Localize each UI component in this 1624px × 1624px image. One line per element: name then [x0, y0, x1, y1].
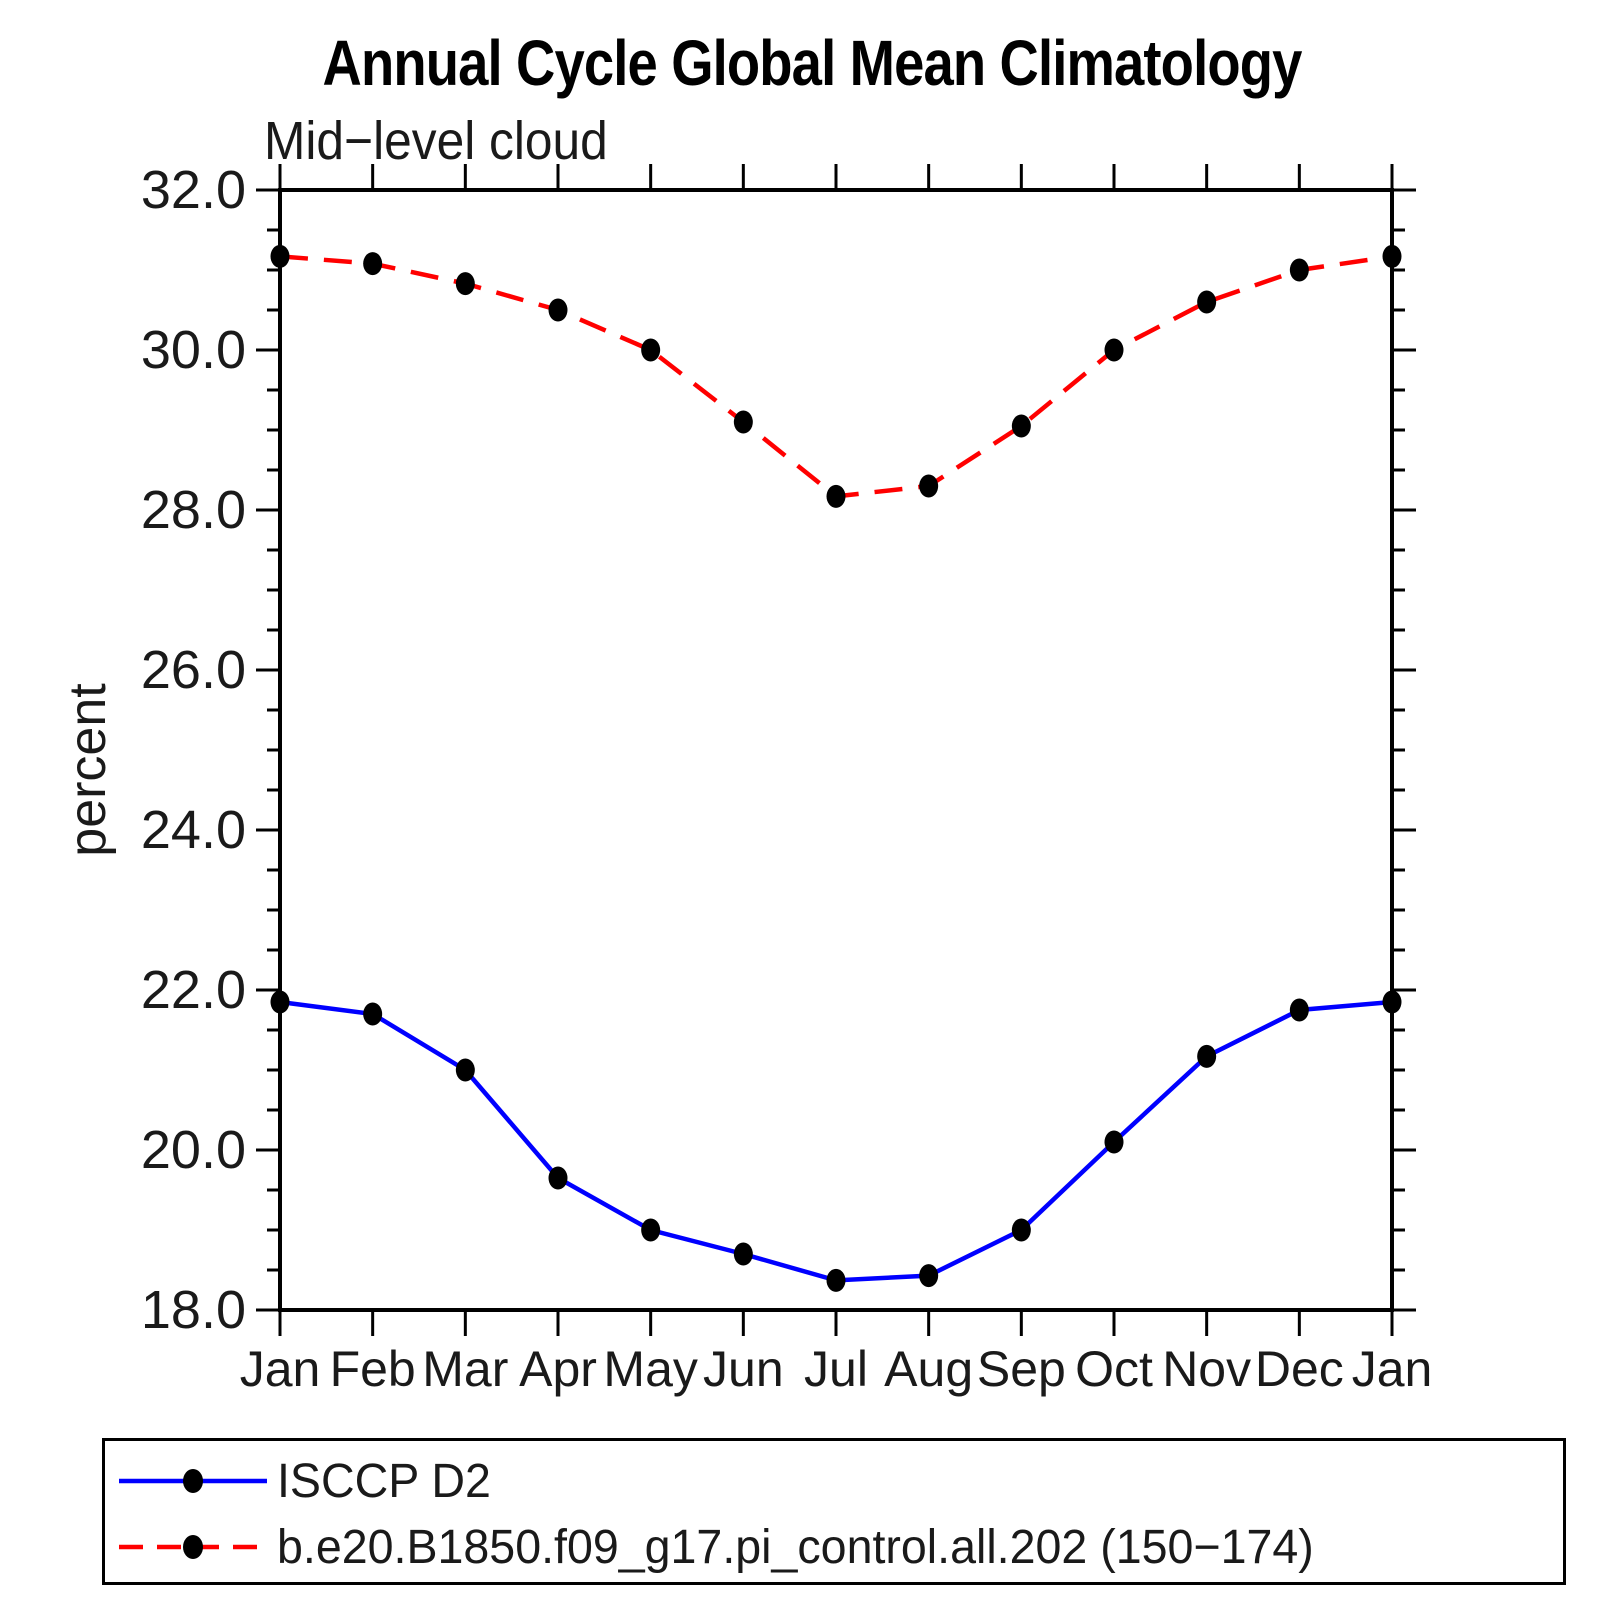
chart-subtitle: Mid−level cloud — [264, 111, 608, 171]
data-point-marker — [919, 474, 939, 498]
x-tick-label: Dec — [1255, 1341, 1344, 1397]
data-point-marker — [455, 272, 475, 296]
x-tick-label: Nov — [1162, 1341, 1251, 1397]
series-line-0 — [279, 999, 1393, 1283]
x-tick-label: Jun — [703, 1341, 784, 1397]
legend-box: ISCCP D2 b.e20.B1850.f09_g17.pi_control.… — [102, 1438, 1566, 1585]
x-tick-label: Feb — [330, 1341, 416, 1397]
x-tick-label: Apr — [519, 1341, 597, 1397]
y-tick-label: 18.0 — [141, 1280, 246, 1340]
y-tick-label: 30.0 — [141, 320, 246, 380]
data-point-marker — [733, 1242, 753, 1266]
data-point-marker — [919, 1264, 939, 1288]
y-tick-label: 22.0 — [141, 960, 246, 1020]
data-point-marker — [1382, 990, 1402, 1014]
data-point-marker — [826, 484, 846, 508]
x-tick-label: Mar — [422, 1341, 508, 1397]
x-tick-label: Oct — [1075, 1341, 1153, 1397]
data-point-marker — [826, 1268, 846, 1292]
data-point-marker — [641, 338, 661, 362]
data-point-marker — [270, 244, 290, 268]
series-line-1 — [279, 254, 1393, 499]
axis-frame — [278, 188, 1394, 1312]
data-point-marker — [1197, 1044, 1217, 1068]
x-tick-label: Aug — [884, 1341, 973, 1397]
data-point-marker — [733, 410, 753, 434]
x-tick-label: Sep — [977, 1341, 1066, 1397]
y-tick-label: 32.0 — [141, 160, 246, 220]
chart-title: Annual Cycle Global Mean Climatology — [322, 27, 1303, 99]
legend-row-isccp: ISCCP D2 — [113, 1453, 498, 1509]
legend-label: ISCCP D2 — [277, 1454, 491, 1508]
data-point-marker — [1197, 290, 1217, 314]
legend-row-model: b.e20.B1850.f09_g17.pi_control.all.202 (… — [113, 1519, 1346, 1575]
legend-label: b.e20.B1850.f09_g17.pi_control.all.202 (… — [277, 1520, 1314, 1574]
data-point-marker — [641, 1218, 661, 1242]
data-point-marker — [363, 252, 383, 276]
legend-line-sample-solid — [119, 1469, 267, 1493]
x-tick-label: May — [603, 1341, 697, 1397]
data-point-marker — [455, 1058, 475, 1082]
data-point-marker — [1382, 244, 1402, 268]
y-tick-label: 26.0 — [141, 640, 246, 700]
y-tick-label: 28.0 — [141, 480, 246, 540]
x-tick-label: Jan — [1352, 1341, 1433, 1397]
data-point-marker — [548, 298, 568, 322]
legend-marker-dot-icon — [183, 1535, 203, 1559]
data-point-marker — [1289, 998, 1309, 1022]
data-point-marker — [1104, 1130, 1124, 1154]
data-point-marker — [1289, 258, 1309, 282]
x-tick-label: Jul — [804, 1341, 868, 1397]
legend-marker-dot-icon — [183, 1469, 203, 1493]
data-point-marker — [1011, 1218, 1031, 1242]
x-tick-label: Jan — [240, 1341, 321, 1397]
data-point-marker — [363, 1002, 383, 1026]
data-point-marker — [1011, 414, 1031, 438]
data-point-marker — [1104, 338, 1124, 362]
y-tick-label: 24.0 — [141, 800, 246, 860]
y-tick-label: 20.0 — [141, 1120, 246, 1180]
data-point-marker — [270, 990, 290, 1014]
data-point-marker — [548, 1166, 568, 1190]
legend-line-sample-dashed — [119, 1535, 267, 1559]
